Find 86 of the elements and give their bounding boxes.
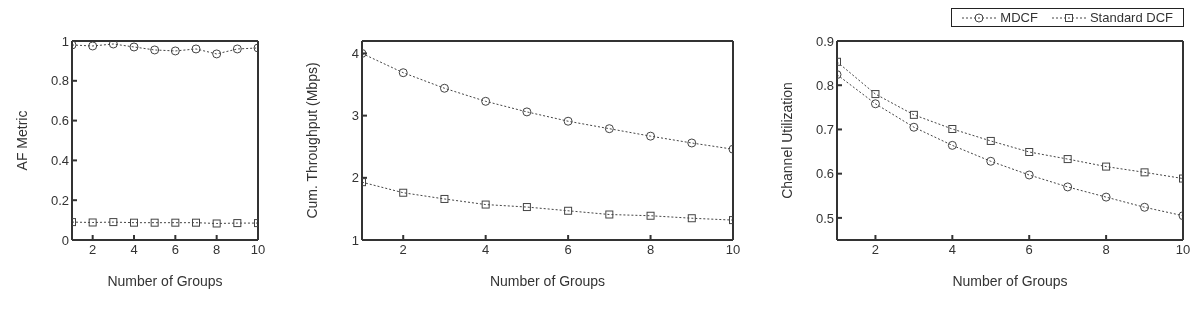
point [212, 219, 221, 228]
point [909, 110, 918, 119]
point [1024, 170, 1034, 180]
y-axis-title: Channel Utilization [778, 82, 795, 199]
y-tick-label: 1 [351, 232, 359, 248]
point [605, 210, 614, 219]
point [646, 211, 655, 220]
y-tick-label: 0.5 [815, 210, 834, 226]
point [170, 46, 180, 56]
point [150, 45, 160, 55]
x-tick-label: 4 [130, 242, 138, 258]
y-tick-label: 0.7 [815, 122, 834, 138]
point [1101, 192, 1111, 202]
y-tick-label: 3 [351, 108, 359, 124]
point [871, 90, 880, 99]
point [191, 44, 201, 54]
x-tick-label: 4 [948, 242, 956, 258]
point [481, 96, 491, 106]
y-tick-label: 0.9 [815, 33, 834, 49]
point [687, 214, 696, 223]
y-tick-label: 1 [61, 33, 69, 49]
point [88, 218, 97, 227]
point [130, 218, 138, 227]
x-tick-label: 10 [250, 242, 266, 258]
y-tick-label: 0.8 [815, 77, 834, 93]
x-tick-label: 4 [482, 242, 490, 258]
point [870, 99, 880, 109]
x-tick-label: 8 [213, 242, 221, 258]
y-tick-label: 2 [351, 170, 359, 186]
point [439, 83, 449, 93]
point [563, 116, 573, 126]
x-tick-label: 8 [646, 242, 655, 258]
point [88, 41, 98, 51]
point [986, 136, 995, 145]
y-tick-label: 4 [351, 46, 359, 62]
point [108, 41, 118, 49]
y-tick-label: 0.4 [50, 153, 69, 169]
y-tick-label: 0.8 [50, 73, 69, 89]
point [646, 131, 656, 141]
point [233, 219, 242, 228]
x-tick-label: 8 [1102, 242, 1110, 258]
x-tick-label: 6 [171, 242, 179, 258]
x-tick-label: 2 [871, 242, 880, 258]
x-tick-label: 10 [1175, 242, 1191, 258]
point [212, 49, 222, 59]
point [1063, 155, 1072, 164]
y-tick-label: 0.6 [50, 113, 69, 129]
legend-label: Standard DCF [1089, 10, 1173, 25]
point [192, 218, 200, 227]
x-tick-label: 2 [89, 242, 97, 258]
x-tick-label: 2 [399, 242, 407, 258]
point [150, 218, 159, 227]
point [947, 140, 957, 150]
x-axis-title: Number of Groups [952, 273, 1068, 289]
point [399, 188, 408, 197]
point [687, 138, 697, 148]
x-axis-title: Number of Groups [489, 273, 606, 289]
point [171, 218, 180, 227]
y-axis-title: AF Metric [13, 110, 30, 171]
point [522, 203, 531, 212]
x-tick-label: 6 [564, 242, 572, 258]
point [232, 44, 242, 54]
point [481, 200, 490, 209]
y-axis-title: Cum. Throughput (Mbps) [303, 62, 320, 219]
point [1063, 182, 1073, 192]
x-tick-label: 6 [1025, 242, 1033, 258]
point [1102, 162, 1111, 171]
point [604, 124, 614, 134]
point [909, 122, 919, 132]
point [1140, 168, 1149, 177]
point [398, 68, 408, 78]
point [1025, 148, 1034, 156]
point [109, 218, 118, 227]
legend-label: MDCF [1000, 10, 1038, 25]
y-tick-label: 0.6 [815, 166, 834, 182]
point [1140, 202, 1150, 212]
point [129, 42, 139, 52]
x-axis-title: Number of Groups [107, 273, 223, 289]
point [440, 194, 449, 203]
y-tick-label: 0 [61, 232, 69, 248]
point [564, 206, 573, 215]
point [986, 156, 996, 166]
y-tick-label: 0.2 [50, 192, 69, 208]
point [522, 107, 532, 117]
x-tick-label: 10 [725, 242, 741, 258]
point [948, 125, 957, 133]
